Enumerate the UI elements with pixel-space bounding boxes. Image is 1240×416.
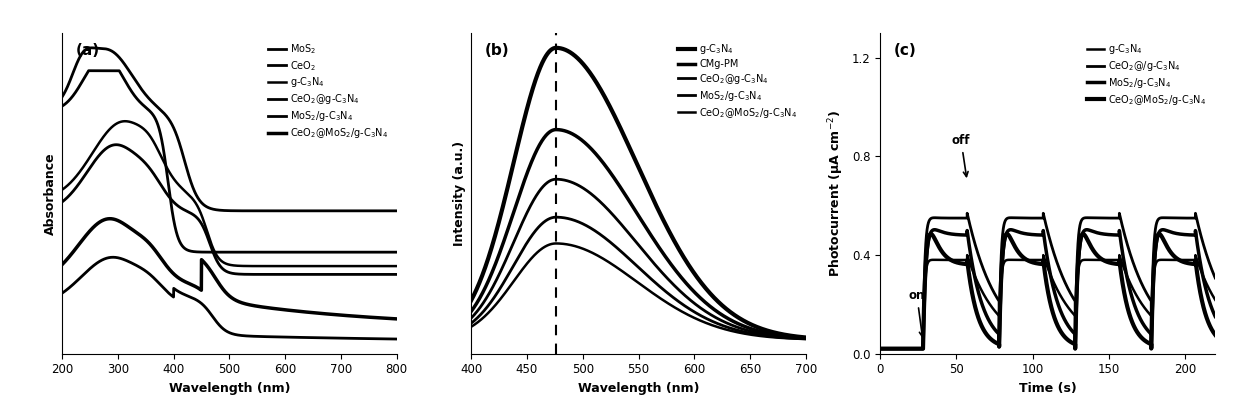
X-axis label: Time (s): Time (s) (1019, 382, 1076, 395)
Text: (c): (c) (894, 43, 916, 58)
Text: (a): (a) (76, 43, 99, 58)
Legend: MoS$_2$, CeO$_2$, g-C$_3$N$_4$, CeO$_2$@g-C$_3$N$_4$, MoS$_2$/g-C$_3$N$_4$, CeO$: MoS$_2$, CeO$_2$, g-C$_3$N$_4$, CeO$_2$@… (264, 38, 392, 144)
Legend: g-C$_3$N$_4$, CeO$_2$@/g-C$_3$N$_4$, MoS$_2$/g-C$_3$N$_4$, CeO$_2$@MoS$_2$/g-C$_: g-C$_3$N$_4$, CeO$_2$@/g-C$_3$N$_4$, MoS… (1083, 38, 1210, 111)
Y-axis label: Intensity (a.u.): Intensity (a.u.) (453, 141, 466, 246)
X-axis label: Wavelength (nm): Wavelength (nm) (169, 382, 290, 395)
Y-axis label: Photocurrent (μA cm$^{-2}$): Photocurrent (μA cm$^{-2}$) (827, 110, 847, 277)
Text: on: on (909, 290, 925, 337)
Text: (b): (b) (485, 43, 510, 58)
Text: off: off (952, 134, 971, 176)
X-axis label: Wavelength (nm): Wavelength (nm) (578, 382, 699, 395)
Legend: g-C$_3$N$_4$, CMg-PM, CeO$_2$@g-C$_3$N$_4$, MoS$_2$/g-C$_3$N$_4$, CeO$_2$@MoS$_2: g-C$_3$N$_4$, CMg-PM, CeO$_2$@g-C$_3$N$_… (673, 38, 801, 124)
Y-axis label: Absorbance: Absorbance (43, 152, 57, 235)
